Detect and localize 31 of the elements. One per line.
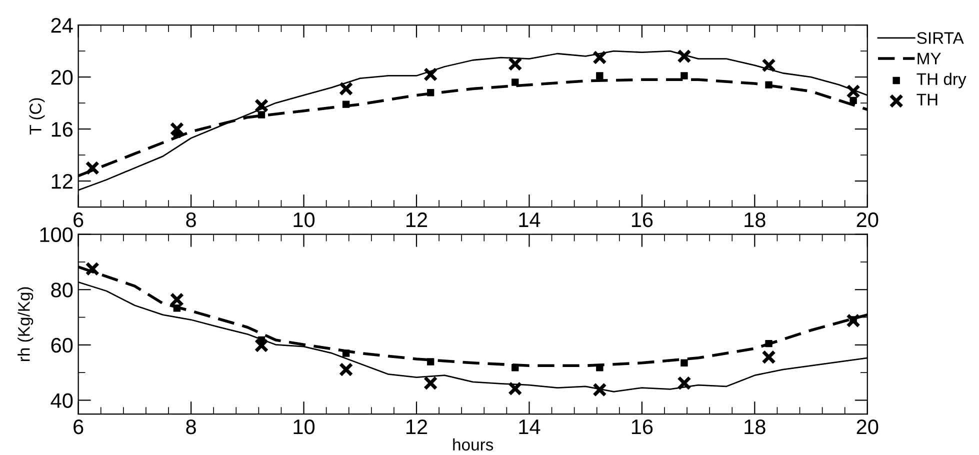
y-tick-label: 40 (50, 393, 73, 408)
x-tick-label: 6 (74, 212, 84, 228)
x-tick-label: 18 (744, 212, 766, 228)
legend-label: TH (916, 94, 938, 106)
y-tick-label: 80 (51, 282, 73, 298)
x-tick-label: 8 (186, 212, 196, 228)
x-tick-label: 14 (519, 212, 540, 227)
x-tick-label: 14 (519, 420, 540, 434)
x-tick-label: 16 (632, 419, 653, 434)
y-axis-title: T (C) (29, 98, 45, 134)
x-tick-label: 12 (406, 212, 428, 227)
y-tick-label: 60 (51, 338, 73, 353)
x-tick-label: 8 (186, 419, 196, 434)
x-tick-label: 10 (294, 212, 315, 228)
legend-label: SIRTA (917, 32, 964, 44)
y-tick-label: 20 (51, 70, 73, 85)
x-tick-label: 6 (74, 419, 84, 434)
x-axis-title: hours (453, 438, 494, 451)
legend-label: TH dry (916, 72, 966, 88)
y-tick-label: 24 (51, 18, 73, 33)
x-tick-label: 18 (744, 419, 766, 434)
x-tick-label: 20 (856, 419, 878, 434)
legend-label: MY (918, 52, 941, 64)
x-tick-label: 16 (632, 212, 653, 228)
x-tick-label: 10 (294, 419, 315, 434)
y-tick-label: 100 (40, 227, 73, 242)
x-tick-label: 12 (406, 419, 428, 434)
x-tick-label: 20 (856, 212, 878, 228)
y-tick-label: 12 (52, 174, 72, 189)
y-tick-label: 16 (52, 122, 73, 137)
y-axis-title: rh (Kg/Kg) (18, 287, 34, 362)
